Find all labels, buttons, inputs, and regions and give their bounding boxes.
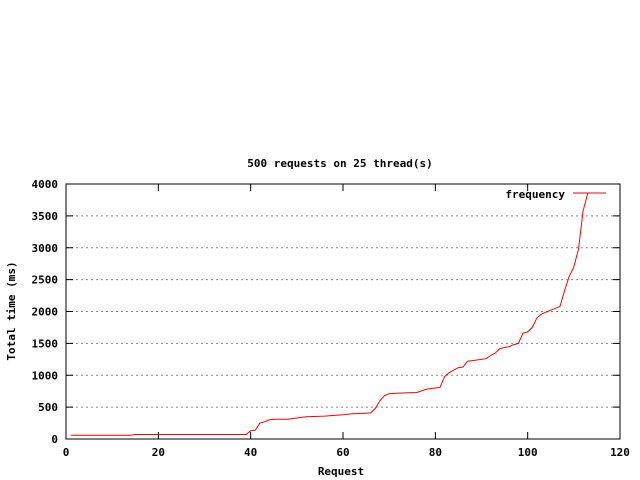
grid: [66, 215, 620, 408]
x-tick-label: 0: [63, 446, 70, 459]
y-tick-label: 3000: [32, 242, 59, 255]
y-tick-label: 0: [51, 433, 58, 446]
y-tick-label: 4000: [32, 178, 59, 191]
x-tick-label: 20: [152, 446, 165, 459]
y-tick-label: 500: [38, 401, 58, 414]
plot-area: [65, 183, 621, 440]
y-tick-label: 3500: [32, 210, 59, 223]
y-tick-label: 2500: [32, 274, 59, 287]
series-line-frequency: [70, 193, 589, 436]
x-tick-label: 40: [244, 446, 257, 459]
y-tick-label: 1500: [32, 337, 59, 350]
series-layer: [70, 193, 589, 436]
x-tick-label: 60: [336, 446, 349, 459]
y-tick-label: 2000: [32, 306, 59, 319]
y-axis-label: Total time (ms): [5, 261, 18, 360]
x-axis-label: Request: [318, 465, 364, 478]
legend: frequency: [505, 188, 606, 201]
chart-title: 500 requests on 25 thread(s): [247, 157, 432, 170]
x-tick-label: 100: [518, 446, 538, 459]
x-tick-label: 80: [429, 446, 442, 459]
y-tick-label: 1000: [32, 369, 59, 382]
x-tick-label: 120: [610, 446, 630, 459]
x-axis-ticks: 0 20 40 60 80 100 120: [63, 184, 630, 459]
legend-label: frequency: [505, 188, 565, 201]
y-axis-ticks: 0 500 1000 1500 2000 2500 3000 3500 4000: [32, 178, 620, 446]
